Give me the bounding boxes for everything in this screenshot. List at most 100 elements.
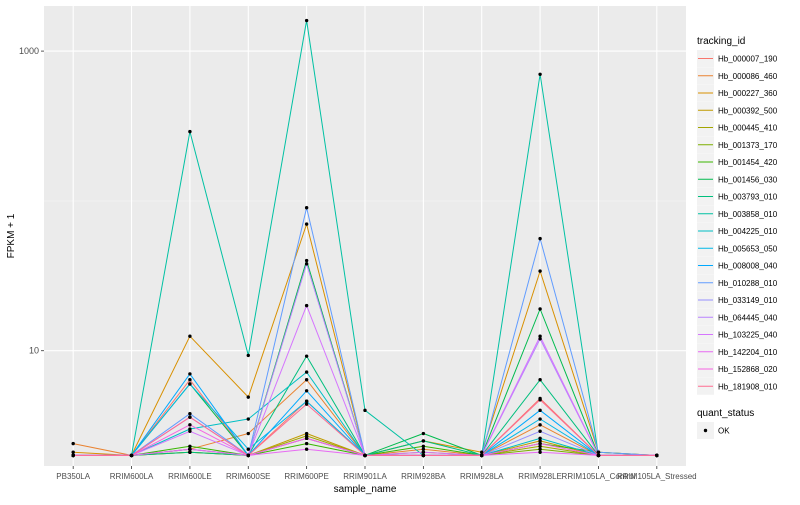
data-point <box>304 402 309 406</box>
data-point <box>655 453 659 458</box>
data-point <box>363 408 367 413</box>
x-tick-label: RRIM901LA <box>343 472 387 481</box>
legend-label: Hb_142204_010 <box>718 348 778 357</box>
data-point <box>538 450 542 454</box>
data-point <box>129 453 134 458</box>
data-point <box>188 447 192 451</box>
x-tick-label: RRIM105LA_Control <box>562 472 636 481</box>
data-point <box>246 447 250 451</box>
data-point <box>304 431 309 436</box>
data-point <box>304 447 309 451</box>
data-point <box>421 450 426 454</box>
data-point <box>188 382 192 386</box>
legend-title: tracking_id <box>697 36 745 47</box>
legend-label: Hb_000392_500 <box>718 106 778 115</box>
data-point <box>304 399 309 403</box>
data-point <box>304 354 309 358</box>
data-point <box>188 378 192 382</box>
data-point <box>480 450 484 454</box>
data-point <box>421 439 426 443</box>
legend-label: Hb_000445_410 <box>718 124 778 133</box>
data-point <box>246 431 250 436</box>
y-tick-label: 10 <box>29 346 39 356</box>
data-point <box>71 453 75 458</box>
legend-label: Hb_005653_050 <box>718 244 778 253</box>
data-point <box>538 441 542 446</box>
data-point <box>71 450 75 454</box>
data-point <box>538 307 542 311</box>
x-tick-label: RRIM600SE <box>226 472 270 481</box>
legend-label: Hb_003858_010 <box>718 210 778 219</box>
data-point <box>304 389 309 393</box>
legend-label: Hb_181908_010 <box>718 382 778 391</box>
data-point <box>538 236 542 241</box>
data-point <box>363 453 367 458</box>
x-tick-label: RRIM600PE <box>284 472 328 481</box>
x-tick-label: RRIM928LE <box>518 472 562 481</box>
data-point <box>538 423 542 427</box>
x-tick-label: RRIM600LA <box>110 472 154 481</box>
data-point <box>304 441 309 446</box>
data-point <box>188 372 192 376</box>
legend-label: Hb_010288_010 <box>718 279 778 288</box>
data-point <box>538 429 542 433</box>
data-point <box>188 415 192 419</box>
data-point <box>538 436 542 441</box>
data-point <box>188 429 192 433</box>
data-point <box>71 441 75 446</box>
data-point <box>304 206 309 210</box>
data-point <box>246 353 250 358</box>
x-tick-label: RRIM105LA_Stressed <box>617 472 697 481</box>
data-point <box>304 370 309 374</box>
data-point <box>538 337 542 341</box>
data-point <box>421 444 426 449</box>
legend-label: Hb_003793_010 <box>718 193 778 202</box>
legend-label: Hb_064445_040 <box>718 313 778 322</box>
data-point <box>421 447 426 451</box>
data-point <box>304 258 309 263</box>
data-point <box>188 450 192 454</box>
data-point <box>188 423 192 427</box>
data-point <box>304 262 309 266</box>
data-point <box>246 395 250 399</box>
data-point <box>538 72 542 77</box>
x-tick-label: RRIM928LA <box>460 472 504 481</box>
legend-label: Hb_004225_010 <box>718 227 778 236</box>
legend-label: Hb_001454_420 <box>718 158 778 167</box>
data-point <box>538 398 542 402</box>
legend-label: Hb_152868_020 <box>718 365 778 374</box>
legend-label: Hb_001456_030 <box>718 175 778 184</box>
data-point <box>538 378 542 382</box>
data-point <box>304 222 309 226</box>
legend-label: Hb_000086_460 <box>718 72 778 81</box>
data-point <box>538 408 542 413</box>
x-tick-label: RRIM928BA <box>401 472 446 481</box>
data-point <box>538 417 542 421</box>
y-tick-label: 1000 <box>19 46 39 56</box>
data-point <box>538 334 542 338</box>
data-point <box>304 434 309 438</box>
legend-point <box>703 428 708 433</box>
legend-title-quant-status: quant_status <box>697 408 754 419</box>
legend-label: Hb_008008_040 <box>718 262 778 271</box>
legend-label: Hb_033149_010 <box>718 296 778 305</box>
data-point <box>246 453 250 458</box>
x-tick-label: PB350LA <box>56 472 90 481</box>
data-point <box>596 453 601 458</box>
data-point <box>304 18 309 23</box>
data-point <box>188 334 192 338</box>
data-point <box>304 436 309 441</box>
y-axis-title: FPKM + 1 <box>6 213 17 258</box>
legend-label-quant-status: OK <box>718 427 730 436</box>
legend-label: Hb_001373_170 <box>718 141 778 150</box>
data-point <box>538 444 542 449</box>
data-point <box>596 450 601 454</box>
data-point <box>188 444 192 449</box>
x-axis-title: sample_name <box>334 484 397 495</box>
x-tick-label: RRIM600LE <box>168 472 212 481</box>
data-point <box>304 378 309 382</box>
data-point <box>421 453 426 458</box>
data-point <box>421 431 426 436</box>
data-point <box>188 129 192 134</box>
